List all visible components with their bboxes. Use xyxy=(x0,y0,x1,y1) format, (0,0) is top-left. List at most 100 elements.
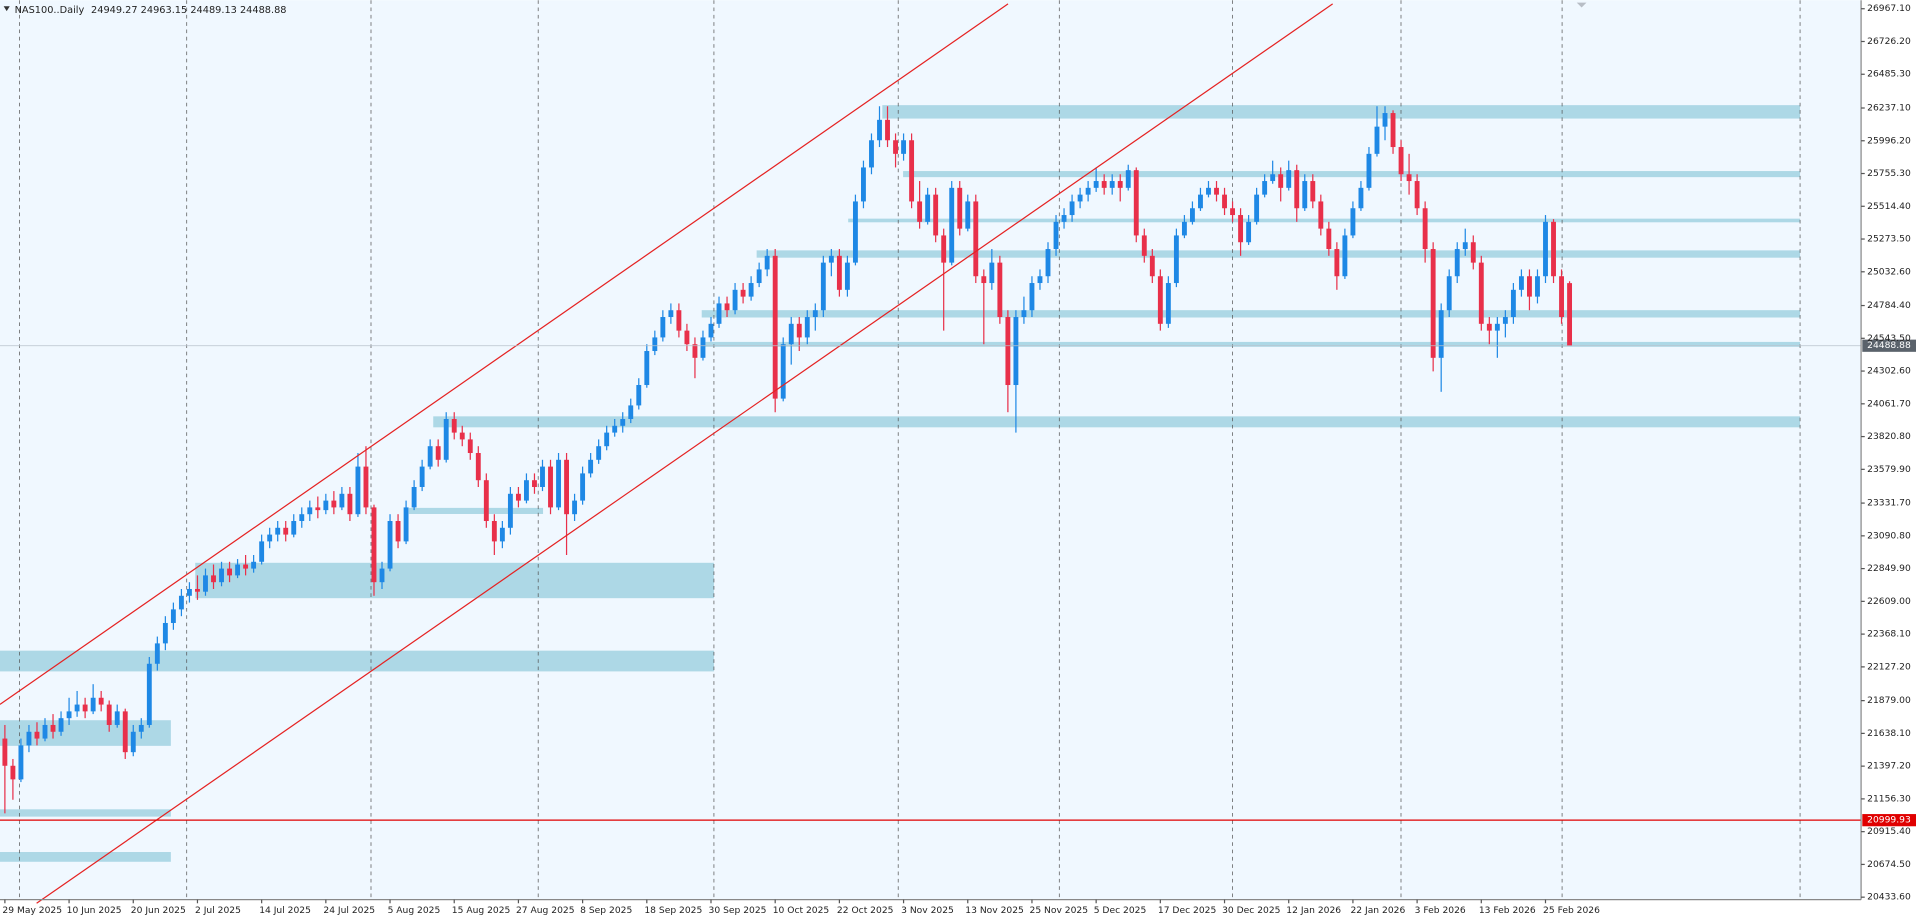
candle-body xyxy=(1133,170,1139,236)
candle-body xyxy=(411,487,417,508)
candle-body xyxy=(1294,170,1300,209)
trend-line[interactable] xyxy=(0,3,1009,705)
candle-body xyxy=(339,493,345,508)
candle-body xyxy=(1422,208,1428,250)
x-tick-label: 3 Feb 2026 xyxy=(1415,906,1466,916)
candle-body xyxy=(515,493,521,501)
y-tick-label: 21638.10 xyxy=(1867,729,1911,739)
candle-body xyxy=(58,718,64,732)
candle-body xyxy=(26,731,32,746)
candle-body xyxy=(1069,201,1075,216)
y-tick-label: 23579.90 xyxy=(1867,465,1911,475)
candle-body xyxy=(203,575,208,592)
candle-body xyxy=(1149,255,1155,277)
candle-body xyxy=(259,541,265,562)
trend-line[interactable] xyxy=(36,3,1334,904)
y-tick-label: 23331.70 xyxy=(1867,499,1911,509)
candle-body xyxy=(178,595,184,610)
y-tick-label: 25273.50 xyxy=(1867,235,1911,245)
candle-body xyxy=(1551,221,1556,277)
candle-body xyxy=(1502,317,1508,324)
candle-body xyxy=(644,351,650,386)
candle-body xyxy=(572,500,578,515)
candle-body xyxy=(700,337,706,358)
candle-body xyxy=(596,446,602,460)
candle-body xyxy=(989,262,995,284)
candle-body xyxy=(1189,208,1195,222)
y-tick-label: 20433.60 xyxy=(1867,893,1911,903)
y-tick-label: 21156.30 xyxy=(1867,794,1911,804)
menu-arrow[interactable] xyxy=(3,6,10,12)
candle-body xyxy=(275,527,281,535)
candle-body xyxy=(893,140,898,154)
candle-body xyxy=(186,588,192,596)
candle-body xyxy=(2,738,8,766)
x-tick-label: 22 Jan 2026 xyxy=(1350,906,1405,916)
candle-body xyxy=(130,731,136,753)
y-tick-label: 25755.30 xyxy=(1867,169,1911,179)
candle-body xyxy=(620,419,626,426)
candle-body xyxy=(435,446,441,460)
candle-body xyxy=(1310,181,1316,202)
x-tick-label: 15 Aug 2025 xyxy=(452,906,511,916)
candle-body xyxy=(957,187,963,229)
candle-body xyxy=(1053,221,1059,250)
candle-body xyxy=(1029,283,1035,311)
candle-body xyxy=(1262,181,1268,195)
candle-body xyxy=(1109,181,1115,188)
candle-body xyxy=(820,262,826,311)
candle-body xyxy=(965,201,971,229)
y-tick-label: 20674.50 xyxy=(1867,860,1911,870)
candle-body xyxy=(1414,181,1420,209)
candle-body xyxy=(612,425,618,433)
candle-body xyxy=(548,466,553,508)
candle-body xyxy=(780,344,786,399)
y-tick-label: 21397.20 xyxy=(1867,762,1911,772)
candle-body xyxy=(1157,276,1163,324)
candle-body xyxy=(1173,235,1179,284)
candle-body xyxy=(1382,113,1388,127)
candle-body xyxy=(1326,228,1332,250)
candle-body xyxy=(796,323,802,338)
candle-body xyxy=(1430,249,1436,358)
y-tick-label: 26485.30 xyxy=(1867,70,1911,80)
candle-body xyxy=(981,276,987,284)
candle-body xyxy=(395,520,401,542)
candle-body xyxy=(235,564,241,576)
candle-body xyxy=(1141,235,1147,256)
current-price-label: 24488.88 xyxy=(1867,341,1911,351)
candle-body xyxy=(243,564,249,569)
candle-body xyxy=(1085,187,1091,195)
candle-body xyxy=(1206,187,1211,195)
y-tick-label: 26237.10 xyxy=(1867,104,1911,114)
levels: 20999.93 24488.88 xyxy=(0,339,1916,827)
candle-body xyxy=(283,527,289,535)
candle-body xyxy=(532,480,537,488)
candle-body xyxy=(660,317,666,338)
candle-body xyxy=(1494,323,1500,331)
candle-body xyxy=(1230,208,1235,216)
candle-body xyxy=(997,262,1003,318)
x-tick-label: 5 Dec 2025 xyxy=(1094,906,1147,916)
candle-body xyxy=(315,507,321,511)
x-tick-label: 13 Feb 2026 xyxy=(1479,906,1536,916)
zone xyxy=(0,809,171,817)
zone xyxy=(408,507,544,514)
y-tick-label: 26967.10 xyxy=(1867,4,1911,14)
period-separators xyxy=(19,0,1801,900)
candle-body xyxy=(403,507,409,542)
candle-body xyxy=(114,711,120,725)
candle-body xyxy=(1543,221,1548,277)
candle-body xyxy=(540,466,545,488)
candle-body xyxy=(756,269,762,284)
candle-body xyxy=(154,643,160,664)
shift-marker[interactable] xyxy=(1576,2,1587,8)
high: 24963.15 xyxy=(141,5,188,16)
candle-body xyxy=(491,520,497,542)
candle-body xyxy=(708,323,714,338)
candle-body xyxy=(941,235,947,263)
candle-body xyxy=(684,330,690,345)
candle-body xyxy=(828,255,834,263)
candle-body xyxy=(1390,113,1396,148)
